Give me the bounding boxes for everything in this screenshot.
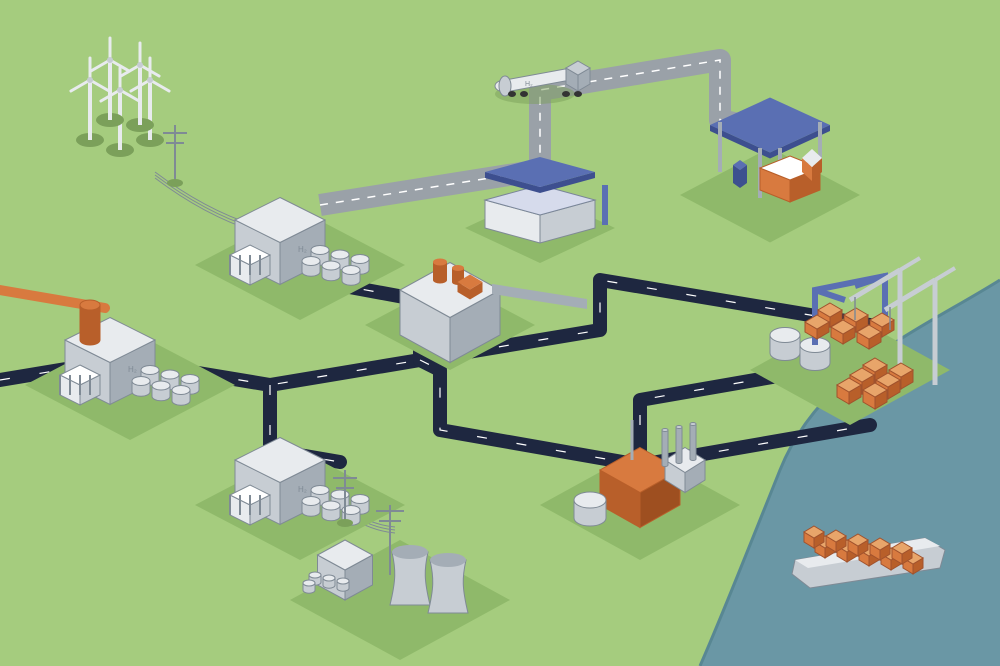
h2-label: H₂ — [128, 365, 137, 374]
h2-label: H₂ — [298, 485, 307, 494]
hydrogen-supply-chain-diagram: H₂ H₂ H₂ H₂ — [0, 0, 1000, 666]
h2-label: H₂ — [298, 245, 307, 254]
svg-text:H₂: H₂ — [525, 81, 533, 88]
